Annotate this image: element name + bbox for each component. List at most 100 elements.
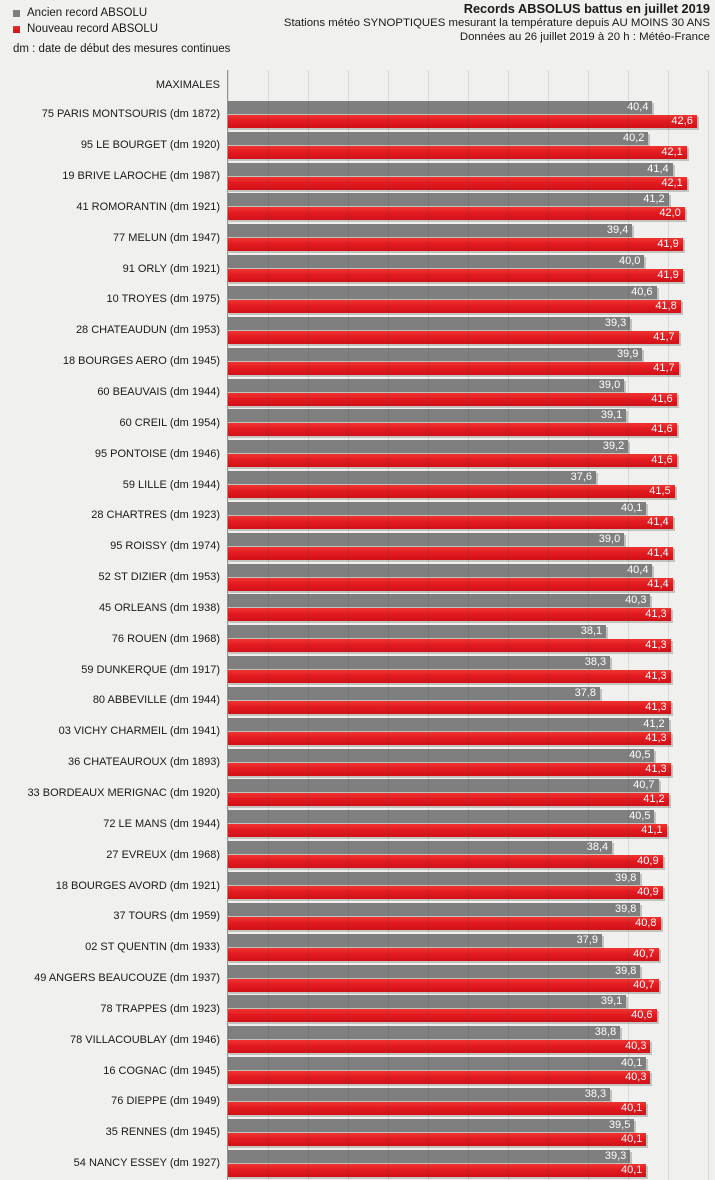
group-label: MAXIMALES xyxy=(155,78,220,91)
chart-legend: Ancien record ABSOLU Nouveau record ABSO… xyxy=(13,6,230,57)
old-record-bar: 39,1 xyxy=(227,995,627,1009)
chart-rows: MAXIMALES 75 PARIS MONTSOURIS (dm 1872) … xyxy=(0,70,715,1179)
new-record-bar: 41,8 xyxy=(227,299,681,313)
new-record-value: 41,1 xyxy=(641,824,663,837)
station-label: 52 ST DIZIER (dm 1953) xyxy=(98,571,220,584)
station-bars: 38,4 40,9 xyxy=(227,839,715,870)
chart-titles: Records ABSOLUS battus en juillet 2019 S… xyxy=(284,2,710,44)
legend-note: dm : date de début des mesures continues xyxy=(13,43,231,55)
old-record-value: 40,2 xyxy=(623,131,645,144)
station-bars: 41,2 41,3 xyxy=(227,716,715,747)
old-record-value: 38,8 xyxy=(594,1026,617,1039)
old-record-value: 38,4 xyxy=(586,841,609,854)
station-label: 80 ABBEVILLE (dm 1944) xyxy=(92,694,220,707)
new-record-value: 40,6 xyxy=(631,1009,653,1022)
station-row: 37 TOURS (dm 1959) 39,8 40,8 xyxy=(0,901,715,932)
old-record-bar: 40,6 xyxy=(227,285,657,299)
new-record-value: 41,2 xyxy=(643,793,665,806)
old-record-value: 38,3 xyxy=(584,656,607,669)
legend-new-label: Nouveau record ABSOLU xyxy=(27,23,159,35)
station-row: 10 TROYES (dm 1975) 40,6 41,8 xyxy=(0,284,715,315)
old-record-value: 37,8 xyxy=(574,686,597,699)
station-label: 37 TOURS (dm 1959) xyxy=(113,910,220,923)
old-record-value: 39,1 xyxy=(600,409,623,422)
station-bars: 39,0 41,6 xyxy=(227,377,715,408)
old-record-bar: 40,7 xyxy=(227,779,659,793)
station-bars: 40,2 42,1 xyxy=(227,130,715,161)
station-row: 75 PARIS MONTSOURIS (dm 1872) 40,4 42,6 xyxy=(0,99,715,130)
new-record-bar: 40,8 xyxy=(227,916,661,930)
new-record-value: 40,1 xyxy=(621,1132,643,1145)
new-record-value: 41,4 xyxy=(647,515,669,528)
station-bars: 40,4 41,4 xyxy=(227,562,715,593)
old-record-value: 39,0 xyxy=(598,532,621,545)
old-record-value: 39,8 xyxy=(614,964,637,977)
station-label: 75 PARIS MONTSOURIS (dm 1872) xyxy=(41,108,220,121)
new-record-bar: 40,3 xyxy=(227,1071,651,1085)
station-bars: 39,2 41,6 xyxy=(227,438,715,469)
station-label: 76 DIEPPE (dm 1949) xyxy=(111,1095,220,1108)
station-label: 03 VICHY CHARMEIL (dm 1941) xyxy=(58,725,220,738)
old-record-bar: 39,8 xyxy=(227,964,641,978)
new-record-bar: 41,3 xyxy=(227,700,671,714)
old-record-value: 41,2 xyxy=(643,193,665,206)
station-row: 60 CREIL (dm 1954) 39,1 41,6 xyxy=(0,407,715,438)
new-record-bar: 40,3 xyxy=(227,1040,651,1054)
station-row: 33 BORDEAUX MERIGNAC (dm 1920) 40,7 41,2 xyxy=(0,778,715,809)
chart-subtitle: Stations météo SYNOPTIQUES mesurant la t… xyxy=(283,17,710,29)
station-bars: 39,0 41,4 xyxy=(227,531,715,562)
station-row: 72 LE MANS (dm 1944) 40,5 41,1 xyxy=(0,808,715,839)
new-record-value: 42,0 xyxy=(659,207,681,220)
new-record-value: 41,6 xyxy=(651,423,673,436)
legend-item-old-record: Ancien record ABSOLU xyxy=(13,6,230,21)
station-bars: 39,8 40,7 xyxy=(227,963,715,994)
new-record-swatch-icon xyxy=(13,26,20,33)
chart-source: Données au 26 juillet 2019 à 20 h : Mété… xyxy=(459,31,710,43)
station-bars: 39,8 40,8 xyxy=(227,901,715,932)
new-record-value: 41,3 xyxy=(645,608,667,621)
new-record-value: 41,4 xyxy=(647,577,669,590)
old-record-bar: 39,2 xyxy=(227,440,629,454)
station-label: 10 TROYES (dm 1975) xyxy=(106,293,220,306)
old-record-value: 40,0 xyxy=(619,255,641,268)
station-label: 28 CHARTRES (dm 1923) xyxy=(91,509,220,522)
new-record-value: 42,6 xyxy=(671,114,693,127)
station-row: 18 BOURGES AERO (dm 1945) 39,9 41,7 xyxy=(0,346,715,377)
new-record-bar: 41,4 xyxy=(227,546,673,560)
old-record-value: 39,0 xyxy=(598,378,621,391)
station-row: 77 MELUN (dm 1947) 39,4 41,9 xyxy=(0,222,715,253)
new-record-bar: 41,1 xyxy=(227,824,667,838)
station-bars: 37,9 40,7 xyxy=(227,932,715,963)
old-record-value: 40,1 xyxy=(621,1057,643,1070)
old-record-value: 39,1 xyxy=(600,995,623,1008)
station-label: 78 TRAPPES (dm 1923) xyxy=(100,1002,220,1015)
station-row: 91 ORLY (dm 1921) 40,0 41,9 xyxy=(0,253,715,284)
station-label: 18 BOURGES AVORD (dm 1921) xyxy=(55,879,220,892)
station-label: 60 BEAUVAIS (dm 1944) xyxy=(97,386,220,399)
old-record-value: 40,5 xyxy=(629,810,651,823)
old-record-bar: 38,4 xyxy=(227,841,613,855)
station-row: 36 CHATEAUROUX (dm 1893) 40,5 41,3 xyxy=(0,747,715,778)
old-record-value: 39,3 xyxy=(604,316,627,329)
old-record-bar: 40,2 xyxy=(227,131,649,145)
old-record-value: 38,3 xyxy=(584,1087,607,1100)
new-record-bar: 42,1 xyxy=(227,176,687,190)
station-label: 35 RENNES (dm 1945) xyxy=(105,1126,220,1139)
new-record-bar: 40,1 xyxy=(227,1163,647,1177)
new-record-bar: 40,7 xyxy=(227,978,659,992)
station-label: 16 COGNAC (dm 1945) xyxy=(103,1064,220,1077)
legend-old-label: Ancien record ABSOLU xyxy=(27,7,148,19)
station-row: 16 COGNAC (dm 1945) 40,1 40,3 xyxy=(0,1055,715,1086)
old-record-value: 40,4 xyxy=(627,100,649,113)
station-bars: 39,5 40,1 xyxy=(227,1117,715,1148)
station-bars: 39,1 41,6 xyxy=(227,407,715,438)
station-row: 41 ROMORANTIN (dm 1921) 41,2 42,0 xyxy=(0,192,715,223)
station-bars: 37,8 41,3 xyxy=(227,685,715,716)
station-label: 95 LE BOURGET (dm 1920) xyxy=(80,139,220,152)
station-row: 59 DUNKERQUE (dm 1917) 38,3 41,3 xyxy=(0,654,715,685)
old-record-value: 40,6 xyxy=(631,285,653,298)
old-record-bar: 40,5 xyxy=(227,810,655,824)
new-record-value: 40,9 xyxy=(637,855,659,868)
station-label: 95 ROISSY (dm 1974) xyxy=(110,540,220,553)
new-record-bar: 40,9 xyxy=(227,855,663,869)
